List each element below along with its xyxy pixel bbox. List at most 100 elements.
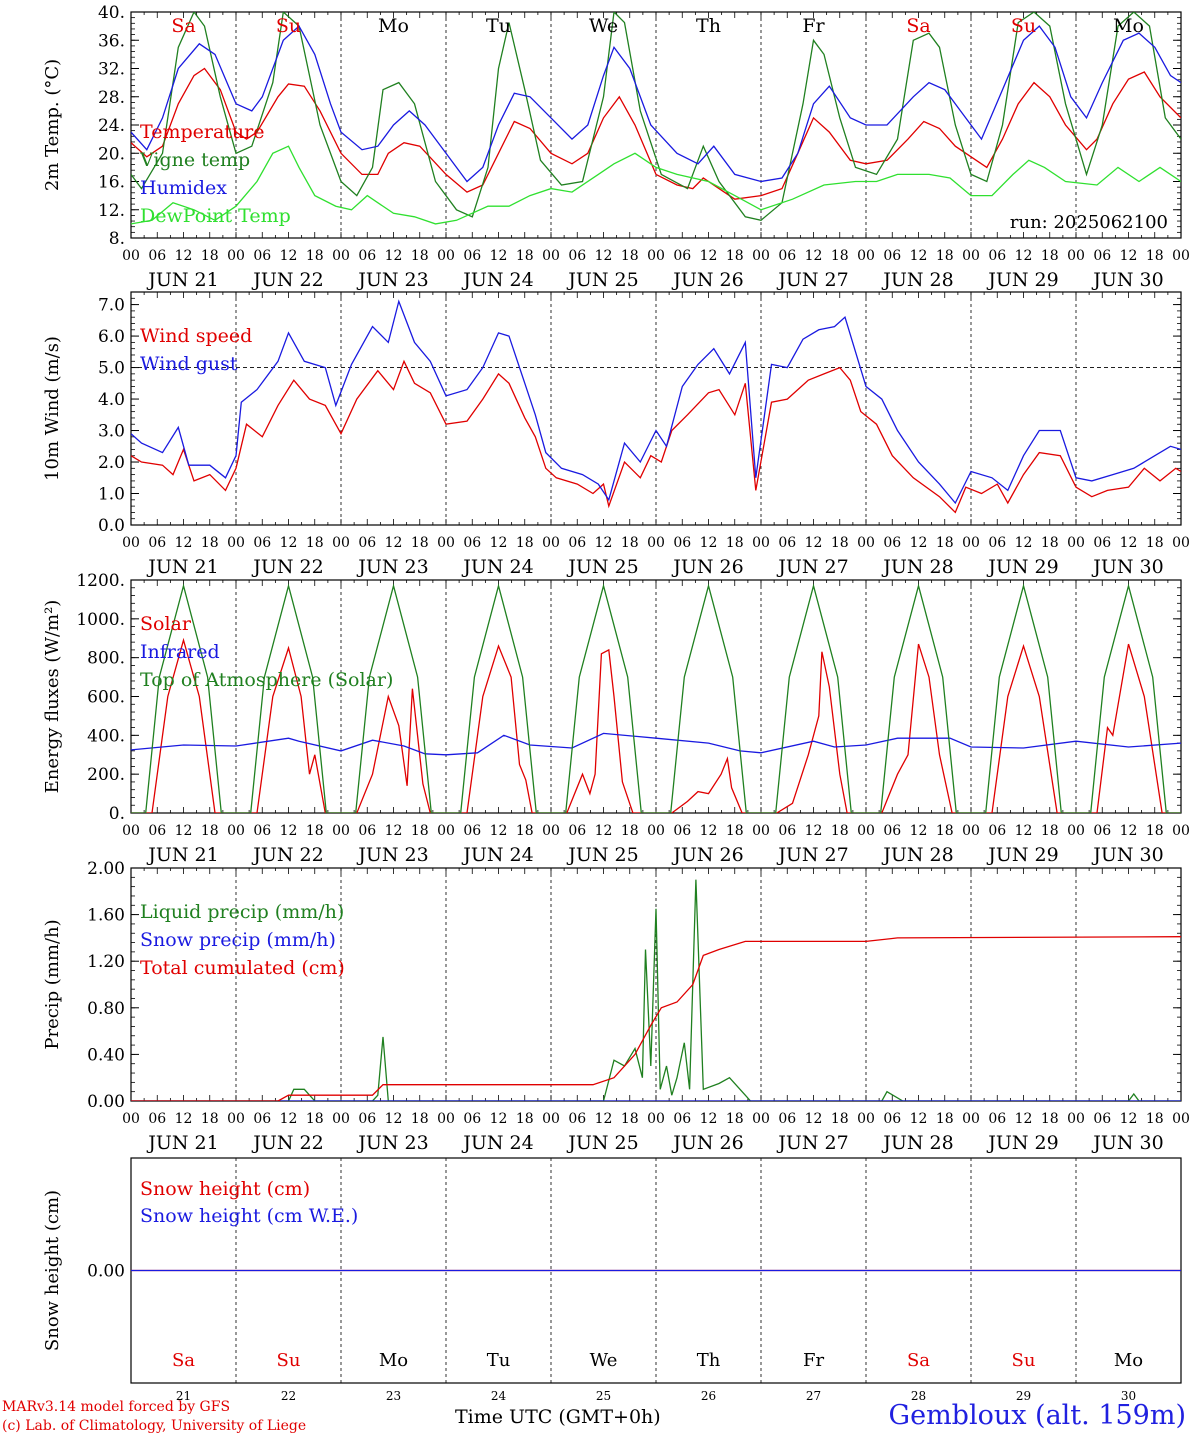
- legend-entry: Snow precip (mm/h): [140, 929, 336, 951]
- y-tick-label: 36.: [98, 31, 125, 51]
- hour-label: 12: [1015, 1111, 1033, 1127]
- series-line-liquid-precip-mm-h-: [131, 879, 1181, 1101]
- hour-label: 18: [411, 823, 429, 839]
- y-tick-label: 1.20: [87, 952, 125, 972]
- hour-label: 00: [1067, 535, 1085, 551]
- hour-label: 06: [988, 535, 1006, 551]
- hour-label: 12: [910, 248, 928, 264]
- hour-label: 00: [647, 823, 665, 839]
- hour-label: 06: [673, 535, 691, 551]
- y-tick-label: 200.: [87, 765, 125, 785]
- hour-label: 00: [647, 248, 665, 264]
- day-number-label: 21: [176, 1389, 191, 1403]
- chart-panel-4: 0.00 0.40 0.80 1.20 1.60 2.00 Precip (mm/h) Liq…: [42, 859, 1190, 1154]
- hour-label: 12: [595, 1111, 613, 1127]
- y-tick-label: 28.: [98, 88, 125, 108]
- hour-label: 00: [332, 535, 350, 551]
- y-tick-label: 32.: [98, 60, 125, 80]
- hour-label: 12: [805, 248, 823, 264]
- y-tick-label: 12.: [98, 201, 125, 221]
- day-number-label: 27: [806, 1389, 821, 1403]
- hour-label: 00: [122, 535, 140, 551]
- lab-credit: (c) Lab. of Climatology, University of L…: [2, 1418, 307, 1434]
- hour-label: 06: [673, 823, 691, 839]
- hour-label: 18: [1041, 535, 1059, 551]
- hour-label: 06: [883, 1111, 901, 1127]
- hour-label: 18: [936, 535, 954, 551]
- hour-label: 00: [542, 535, 560, 551]
- weekday-label: Tu: [486, 15, 511, 37]
- hour-label: 12: [595, 535, 613, 551]
- hour-label: 12: [385, 248, 403, 264]
- hour-label: 00: [1172, 248, 1190, 264]
- legend-entry: Temperature: [140, 121, 264, 143]
- y-tick-label: 40.: [98, 3, 125, 23]
- hour-label: 12: [1120, 1111, 1138, 1127]
- date-label: JUN 26: [671, 269, 743, 291]
- hour-label: 18: [516, 535, 534, 551]
- hour-label: 00: [857, 535, 875, 551]
- hour-label: 06: [988, 823, 1006, 839]
- hour-label: 00: [542, 823, 560, 839]
- x-axis-title: Time UTC (GMT+0h): [455, 1406, 661, 1428]
- hour-label: 18: [621, 535, 639, 551]
- date-label: JUN 30: [1091, 1132, 1163, 1154]
- hour-label: 12: [490, 535, 508, 551]
- weekday-label: Su: [276, 15, 301, 37]
- hour-label: 06: [568, 535, 586, 551]
- hour-label: 12: [805, 535, 823, 551]
- date-label: JUN 30: [1091, 269, 1163, 291]
- hour-label: 00: [122, 248, 140, 264]
- legend-entry: Liquid precip (mm/h): [140, 901, 344, 923]
- date-label: JUN 26: [671, 844, 743, 866]
- hour-label: 06: [673, 248, 691, 264]
- date-label: JUN 29: [986, 1132, 1058, 1154]
- y-tick-label: 0.: [109, 804, 125, 824]
- y-tick-label: 1.0: [98, 485, 125, 505]
- hour-label: 18: [306, 248, 324, 264]
- date-label: JUN 27: [776, 556, 848, 578]
- legend-entry: Snow height (cm W.E.): [140, 1205, 358, 1227]
- hour-label: 00: [437, 1111, 455, 1127]
- chart-panel-1: 8. 12. 16. 20. 24. 28. 32. 36. 40. 2m Temp. (°C) T…: [42, 3, 1190, 291]
- hour-label: 12: [910, 535, 928, 551]
- hour-label: 00: [227, 535, 245, 551]
- hour-label: 06: [148, 248, 166, 264]
- hour-label: 12: [595, 823, 613, 839]
- hour-label: 06: [1093, 248, 1111, 264]
- day-number-label: 28: [911, 1389, 926, 1403]
- hour-label: 12: [175, 1111, 193, 1127]
- hour-label: 18: [831, 248, 849, 264]
- date-label: JUN 21: [146, 844, 218, 866]
- hour-label: 00: [122, 1111, 140, 1127]
- hour-label: 12: [595, 248, 613, 264]
- hour-label: 06: [778, 535, 796, 551]
- hour-label: 00: [1172, 823, 1190, 839]
- hour-label: 12: [175, 248, 193, 264]
- hour-label: 00: [227, 823, 245, 839]
- date-label: JUN 23: [356, 1132, 428, 1154]
- legend-entry: Solar: [140, 613, 192, 635]
- hour-label: 00: [647, 535, 665, 551]
- hour-label: 18: [1146, 823, 1164, 839]
- date-label: JUN 27: [776, 844, 848, 866]
- hour-label: 00: [857, 248, 875, 264]
- date-label: JUN 24: [461, 1132, 533, 1154]
- weekday-label: Sa: [172, 1350, 195, 1371]
- weekday-label: Su: [1012, 1350, 1036, 1371]
- y-tick-label: 2.00: [87, 859, 125, 879]
- weekday-label: We: [590, 1350, 618, 1371]
- date-label: JUN 26: [671, 556, 743, 578]
- date-label: JUN 22: [251, 556, 323, 578]
- weekday-label: Sa: [906, 15, 930, 37]
- hour-label: 06: [883, 823, 901, 839]
- date-label: JUN 27: [776, 269, 848, 291]
- chart-panel-2: 0.0 1.0 2.0 3.0 4.0 5.0 6.0 7.0 10m Wind (m/s) Wi…: [42, 291, 1190, 578]
- weekday-label: Fr: [802, 15, 825, 37]
- hour-label: 06: [778, 248, 796, 264]
- hour-label: 18: [306, 535, 324, 551]
- hour-label: 06: [253, 1111, 271, 1127]
- hour-label: 12: [910, 823, 928, 839]
- date-label: JUN 22: [251, 1132, 323, 1154]
- y-tick-label: 0.00: [87, 1092, 125, 1112]
